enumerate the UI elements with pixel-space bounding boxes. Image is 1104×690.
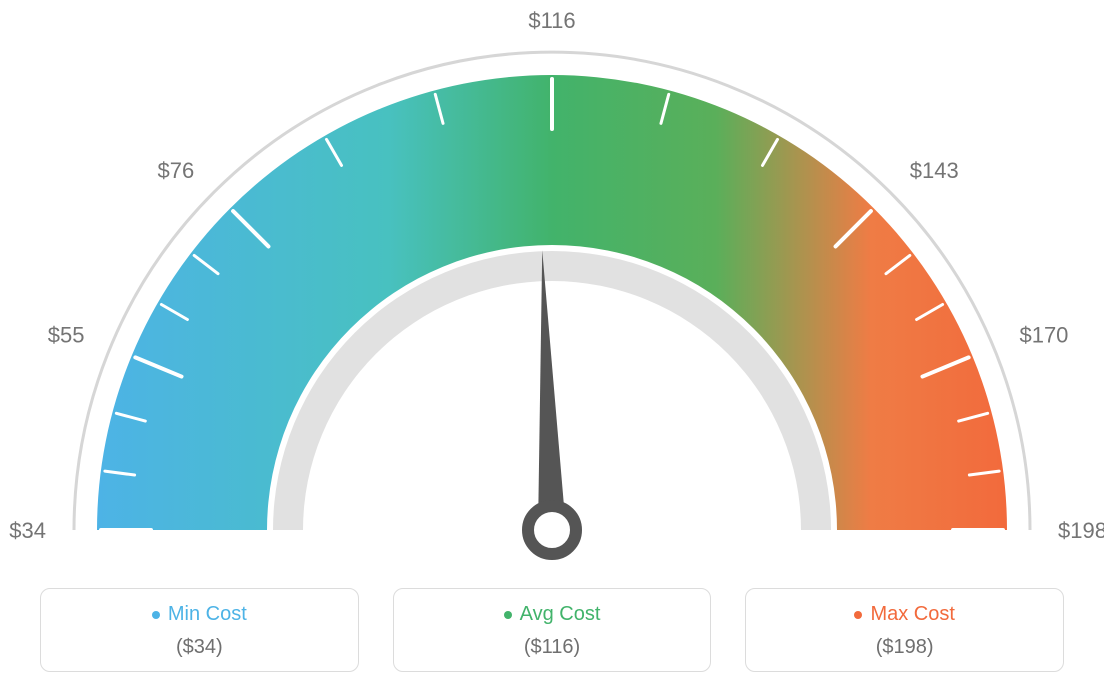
legend-label-max: Max Cost bbox=[870, 603, 954, 626]
svg-text:$76: $76 bbox=[157, 158, 194, 183]
legend-value-min: ($34) bbox=[51, 636, 348, 659]
svg-text:$143: $143 bbox=[910, 158, 959, 183]
legend-row: Min Cost ($34) Avg Cost ($116) Max Cost … bbox=[0, 588, 1104, 672]
legend-title-min: Min Cost bbox=[152, 603, 247, 626]
svg-text:$34: $34 bbox=[9, 518, 46, 543]
legend-card-min: Min Cost ($34) bbox=[40, 588, 359, 672]
dot-max bbox=[854, 611, 862, 619]
legend-title-max: Max Cost bbox=[854, 603, 954, 626]
legend-value-avg: ($116) bbox=[404, 636, 701, 659]
gauge-chart: $34 $55 $76 $116 $143 $170 $198 bbox=[0, 0, 1104, 560]
legend-title-avg: Avg Cost bbox=[504, 603, 601, 626]
dot-avg bbox=[504, 611, 512, 619]
dot-min bbox=[152, 611, 160, 619]
svg-text:$198: $198 bbox=[1058, 518, 1104, 543]
legend-card-avg: Avg Cost ($116) bbox=[393, 588, 712, 672]
svg-text:$170: $170 bbox=[1019, 322, 1068, 347]
legend-card-max: Max Cost ($198) bbox=[745, 588, 1064, 672]
legend-value-max: ($198) bbox=[756, 636, 1053, 659]
gauge-svg: $34 $55 $76 $116 $143 $170 $198 bbox=[0, 0, 1104, 560]
svg-text:$116: $116 bbox=[528, 8, 575, 33]
legend-label-avg: Avg Cost bbox=[520, 603, 601, 626]
svg-text:$55: $55 bbox=[48, 322, 85, 347]
legend-label-min: Min Cost bbox=[168, 603, 247, 626]
